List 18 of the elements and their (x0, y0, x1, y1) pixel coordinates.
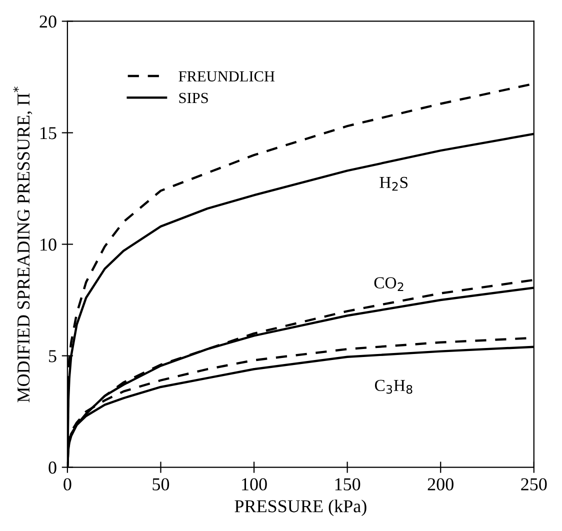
y-tick-label: 15 (40, 127, 56, 140)
legend-label: FREUNDLICH (178, 71, 275, 82)
x-tick-label: 50 (152, 478, 170, 490)
x-tick-label: 0 (64, 478, 72, 490)
annotation: H$_{2}$S (380, 176, 408, 191)
annotation: C$_{3}$H$_{8}$ (374, 380, 412, 394)
x-tick-label: 150 (335, 478, 360, 490)
y-tick-label: 5 (49, 350, 56, 362)
y-tick-label: 10 (40, 238, 56, 251)
legend-label: SIPS (179, 92, 208, 104)
annotation: CO$_{2}$ (374, 277, 404, 292)
x-tick-label: 200 (428, 478, 454, 490)
x-tick-label: 250 (521, 478, 547, 490)
y-axis-title: MODIFIED SPREADING PRESSURE, Π$^{*}$ (13, 86, 32, 402)
x-axis-title: PRESSURE (kPa) (234, 500, 366, 516)
x-tick-label: 100 (242, 478, 267, 490)
y-tick-label: 20 (40, 15, 56, 28)
y-tick-label: 0 (48, 462, 56, 474)
